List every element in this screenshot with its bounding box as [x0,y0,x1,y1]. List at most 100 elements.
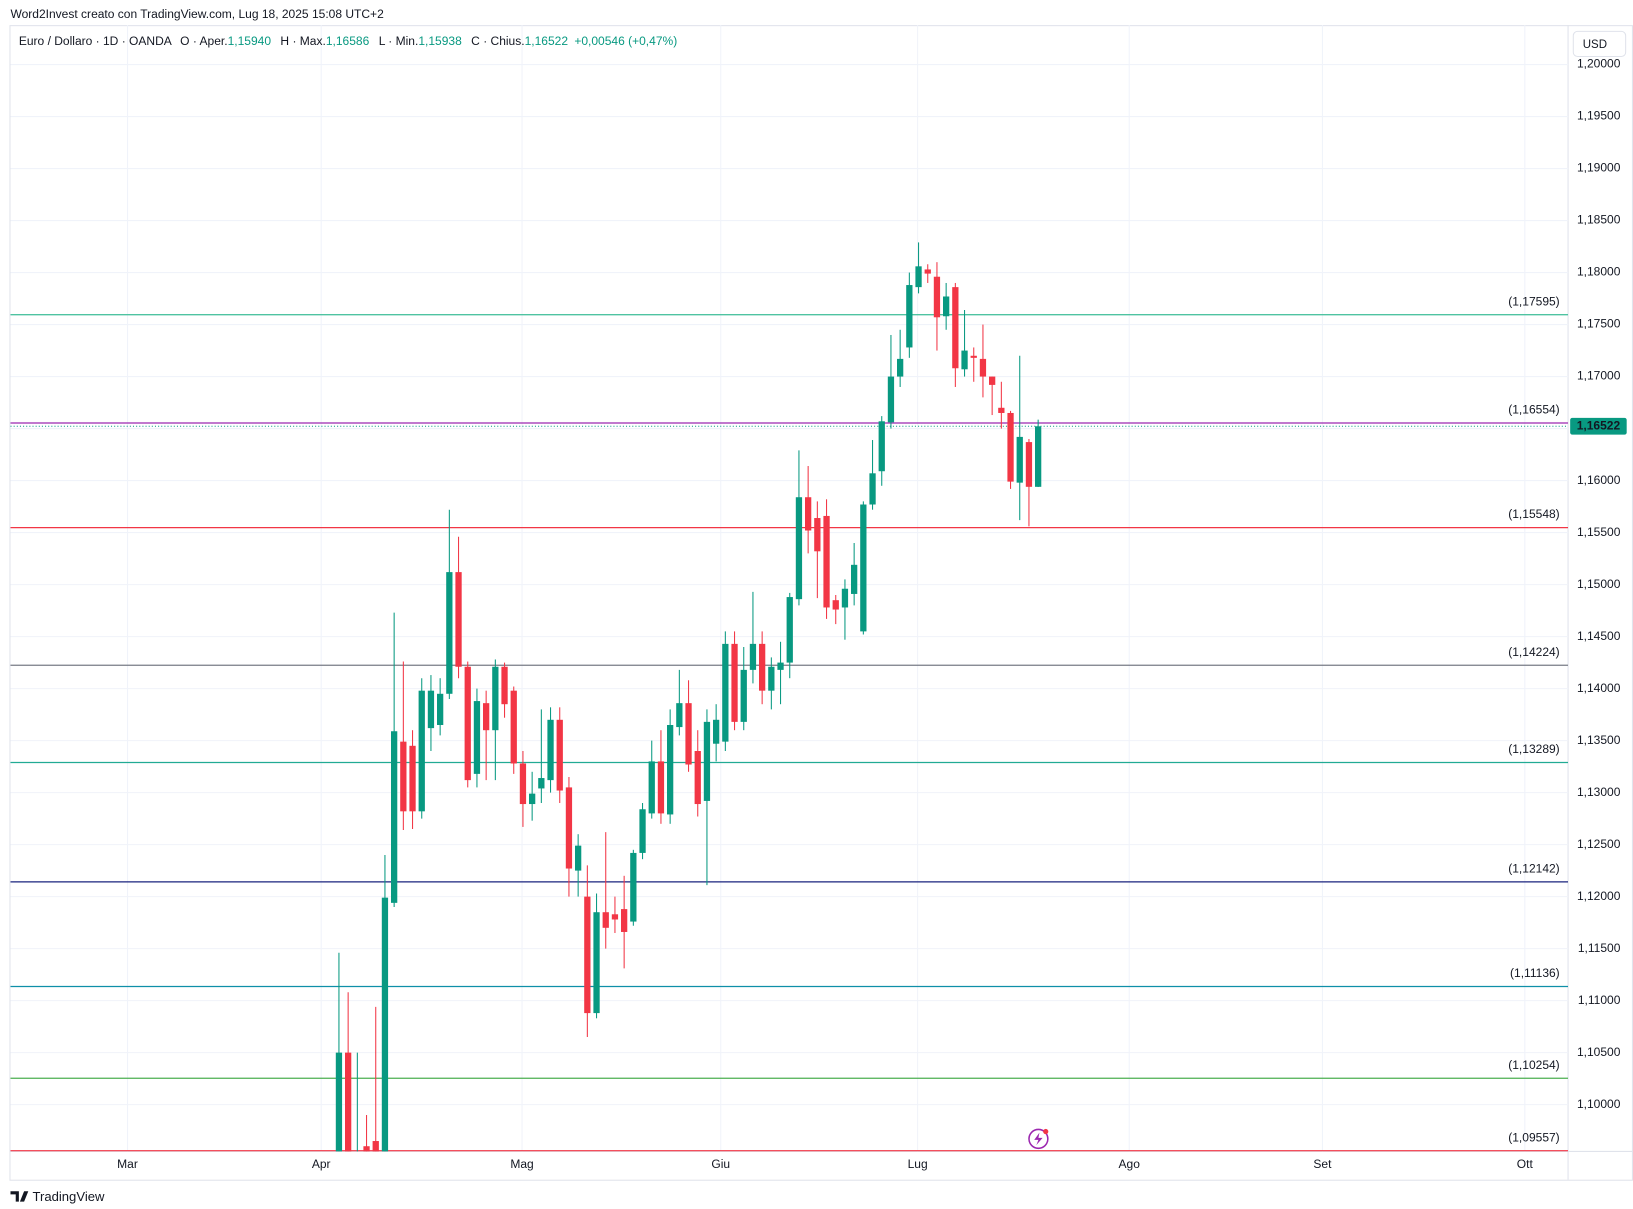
candle-body [657,761,665,814]
level-label: (1,11136) [1510,966,1560,980]
candle-body [786,597,793,663]
candle-body [749,643,757,670]
brand-name[interactable]: TradingView [32,1189,105,1204]
y-tick-label: 1,16000 [1577,473,1621,487]
brand-logo[interactable] [10,1191,29,1202]
ohlc-value: 1,15938 [418,34,462,48]
labels: 1,10000 1,10500 1,11000 1,11500 1,12000 1,125… [117,57,1627,1171]
ohlc-label: L · Min. [379,34,419,48]
candle-body [510,690,517,764]
candle-body [887,376,895,423]
candle-body [933,276,941,318]
candle-body [998,407,1005,413]
candle-body [676,703,683,728]
candle-body [906,285,913,348]
candle-body [989,376,996,385]
candle-body [667,724,674,815]
candle-body [722,643,729,742]
currency-button[interactable] [1572,30,1627,58]
alert-dot[interactable] [1043,1128,1049,1135]
candle-body [869,473,876,505]
candle-body [777,662,784,670]
x-tick-label: Mar [117,1157,138,1171]
y-tick-label: 1,13000 [1577,785,1621,799]
candle-body [584,896,591,1014]
candle-body [814,518,821,552]
candle-body [621,909,628,932]
candle-body [593,912,600,1014]
y-tick-label: 1,17500 [1577,317,1621,331]
level-label: (1,17595) [1508,294,1559,308]
ohlc-label: H · Max. [280,34,325,48]
candle-body [823,515,830,608]
candle-body [372,1141,379,1152]
symbol-legend: Euro / Dollaro · 1D · OANDA O · Aper.1,15… [19,34,677,48]
y-tick-label: 1,12000 [1577,889,1621,903]
level-label: (1,14224) [1508,645,1559,659]
candle-body [464,666,471,781]
candle-body [924,269,931,274]
level-label: (1,10254) [1508,1058,1559,1072]
candle-body [759,643,766,691]
candle-body [335,1052,343,1152]
x-tick-label: Set [1313,1157,1332,1171]
change-value: +0,00546 (+0,47%) [574,34,677,48]
symbol-name: Euro / Dollaro · 1D · OANDA [19,34,172,48]
candle-body [455,572,462,667]
y-tick-label: 1,14500 [1577,629,1621,643]
y-tick-label: 1,10000 [1577,1097,1621,1111]
candle-body [418,690,425,812]
candle-body [703,721,711,801]
candle-body [685,703,692,765]
levels [10,314,1569,1152]
x-tick-label: Mag [510,1157,533,1171]
candle-body [639,809,646,853]
ohlc-label: C · Chius. [471,34,524,48]
last-price-tag [1570,417,1627,435]
level-label: (1,15548) [1508,507,1559,521]
alert-bolt[interactable] [1034,1132,1043,1146]
candle-body [345,1052,352,1152]
level-label: (1,12142) [1508,861,1559,875]
candle-body [409,745,416,812]
y-tick-label: 1,19500 [1577,109,1621,123]
y-tick-label: 1,15500 [1577,525,1621,539]
candle-body [952,287,959,369]
y-tick-label: 1,17000 [1577,369,1621,383]
candle-body [547,719,554,781]
candle-body [795,497,803,600]
candle-body [492,666,499,731]
y-tick-label: 1,13500 [1577,733,1621,747]
alert-icon[interactable] [1028,1128,1049,1150]
y-tick-label: 1,18500 [1577,213,1621,227]
level-label: (1,16554) [1508,403,1559,417]
candle-body [713,719,720,744]
candle-body [630,852,637,922]
candle-body [1007,412,1014,482]
ohlc-value: 1,15940 [228,34,272,48]
level-label: (1,13289) [1508,742,1559,756]
candle-body [832,600,839,610]
y-tick-label: 1,20000 [1577,57,1621,71]
candle-body [915,266,922,288]
candle-body [483,703,490,731]
candles [335,242,1042,1152]
candle-body [363,1146,370,1152]
candle-body [575,845,582,871]
candle-body [841,588,849,608]
last-price-label: 1,16522 [1577,418,1621,432]
y-tick-label: 1,10500 [1577,1045,1621,1059]
candle-body [473,701,481,774]
candle-body [970,355,977,358]
x-tick-label: Giu [711,1157,730,1171]
brand[interactable]: TradingView [10,1189,106,1204]
currency-label[interactable]: USD [1583,39,1607,51]
candle-body [648,761,655,814]
grid [10,25,1569,1152]
candle-body [565,787,573,869]
candle-body [611,914,619,920]
candle-body [694,751,701,805]
candle-body [556,719,563,791]
x-tick-label: Apr [312,1157,331,1171]
